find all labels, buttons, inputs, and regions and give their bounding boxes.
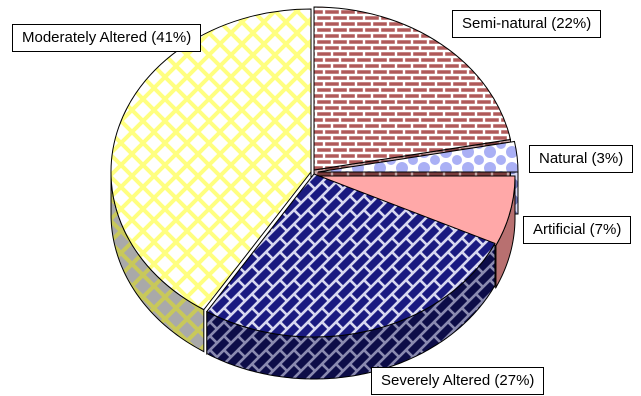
pie-slice-natural — [317, 140, 519, 173]
pie-slice-severely-altered — [206, 173, 496, 338]
data-label-semi-natural: Semi-natural (22%) — [452, 10, 602, 38]
data-label-moderately-altered: Moderately Altered (41%) — [12, 24, 202, 52]
data-label-artificial: Artificial (7%) — [523, 216, 632, 244]
data-label-severely-altered: Severely Altered (27%) — [371, 367, 545, 395]
data-label-natural: Natural (3%) — [529, 145, 634, 173]
pie-slice-moderately-altered — [110, 8, 312, 311]
pie-slice-semi-natural — [313, 6, 512, 171]
